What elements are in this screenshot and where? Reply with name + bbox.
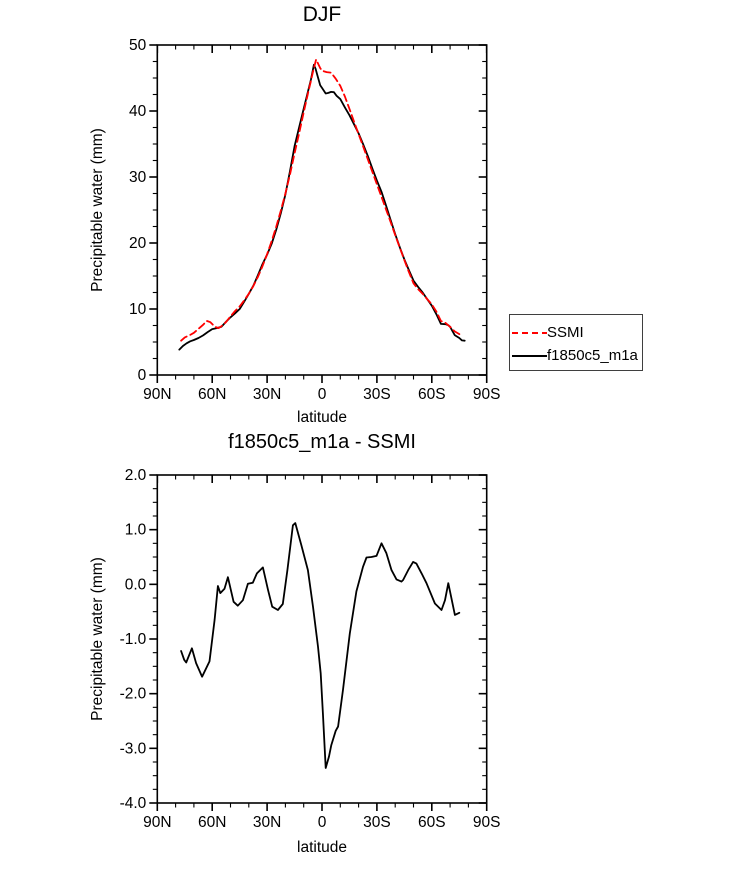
- legend-label-ssmi: SSMI: [547, 324, 584, 341]
- x-tick-label: 90S: [473, 814, 501, 831]
- series-line-f1850c5-m1a: [178, 63, 466, 351]
- x-tick-label: 90N: [143, 386, 171, 403]
- top-x-axis-label: latitude: [297, 409, 347, 426]
- y-tick-label: 50: [129, 37, 147, 54]
- legend-line-f1850c5-m1a: [512, 354, 547, 357]
- top-chart-title: DJF: [302, 3, 342, 26]
- x-tick-label: 60N: [198, 386, 226, 403]
- y-tick-label: 40: [129, 103, 147, 120]
- series-line-f1850c5-m1a-ssmi: [180, 522, 461, 769]
- bottom-x-axis-label: latitude: [297, 839, 347, 856]
- x-tick-label: 60N: [198, 814, 226, 831]
- bottom-chart-title: f1850c5_m1a - SSMI: [228, 431, 416, 453]
- x-tick-label: 60S: [418, 814, 446, 831]
- x-tick-label: 30S: [363, 386, 391, 403]
- y-tick-label: 20: [129, 235, 147, 252]
- x-tick-label: 0: [318, 386, 327, 403]
- y-tick-label: 0.0: [125, 576, 147, 593]
- y-tick-label: 0: [138, 367, 147, 384]
- x-tick-label: 30N: [253, 386, 281, 403]
- y-tick-label: -2.0: [120, 686, 147, 703]
- y-tick-label: -1.0: [120, 631, 147, 648]
- x-tick-label: 90N: [143, 814, 171, 831]
- legend-row-ssmi: SSMI: [510, 321, 642, 344]
- x-tick-label: 0: [318, 814, 327, 831]
- y-tick-label: 10: [129, 301, 147, 318]
- legend-label-f1850c5-m1a: f1850c5_m1a: [547, 347, 638, 364]
- y-tick-label: 30: [129, 169, 147, 186]
- top-y-axis-label: Precipitable water (mm): [89, 128, 106, 292]
- series-line-ssmi: [180, 58, 463, 342]
- plot-frame: [156, 44, 488, 376]
- y-tick-label: 2.0: [125, 467, 147, 484]
- legend: SSMI f1850c5_m1a: [509, 314, 643, 371]
- y-tick-label: -4.0: [120, 795, 147, 812]
- bottom-y-axis-label: Precipitable water (mm): [89, 557, 106, 721]
- plot-frame: [156, 474, 488, 804]
- x-tick-label: 60S: [418, 386, 446, 403]
- x-tick-label: 30N: [253, 814, 281, 831]
- x-tick-label: 30S: [363, 814, 391, 831]
- x-tick-label: 90S: [473, 386, 501, 403]
- y-tick-label: -3.0: [120, 740, 147, 757]
- legend-row-f1850c5-m1a: f1850c5_m1a: [510, 344, 642, 367]
- y-tick-label: 1.0: [125, 522, 147, 539]
- legend-line-ssmi: [512, 331, 547, 334]
